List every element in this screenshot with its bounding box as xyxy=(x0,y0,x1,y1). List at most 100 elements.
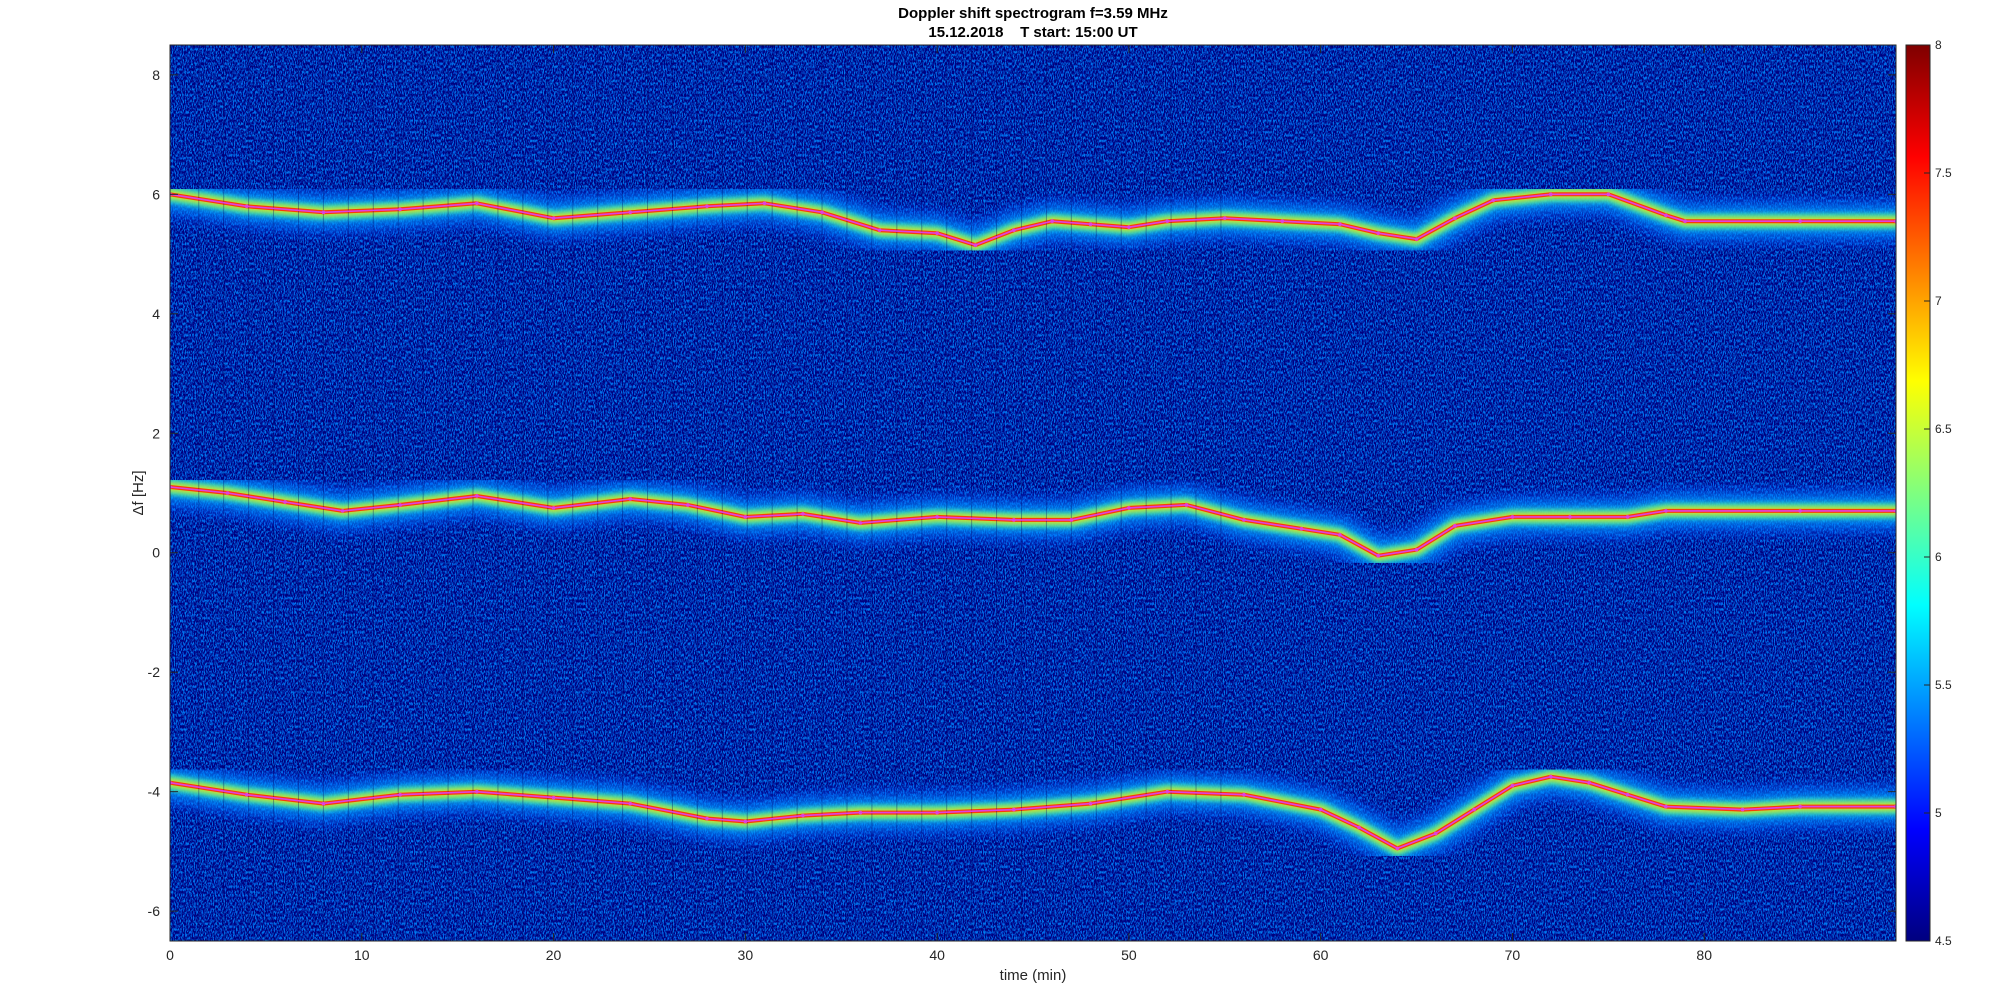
trace-point xyxy=(743,515,748,519)
y-tick-label: 6 xyxy=(152,186,160,202)
trace-point xyxy=(1798,219,1802,224)
trace-point xyxy=(1127,225,1131,229)
colorbar-tick-label: 8 xyxy=(1935,38,1942,52)
trace-point xyxy=(1242,792,1246,797)
trace-point xyxy=(858,810,863,815)
trace-point xyxy=(1414,547,1419,552)
colorbar-tick-label: 7.5 xyxy=(1935,166,1952,180)
trace-point xyxy=(1510,783,1515,788)
x-tick-label: 80 xyxy=(1696,947,1712,963)
trace-point xyxy=(1472,807,1476,812)
trace-point xyxy=(283,500,287,504)
trace-point xyxy=(935,810,939,815)
x-tick-label: 40 xyxy=(929,947,945,963)
trace-point xyxy=(1510,515,1515,519)
y-tick-label: 0 xyxy=(152,545,160,561)
trace-point xyxy=(686,503,690,507)
trace-point xyxy=(1165,789,1170,794)
trace-point xyxy=(1664,213,1668,218)
trace-point xyxy=(398,503,402,507)
colorbar-tick-label: 4.5 xyxy=(1935,934,1952,948)
trace-point xyxy=(1012,228,1016,232)
trace-point xyxy=(1012,807,1016,812)
trace-point xyxy=(398,792,402,797)
trace-point xyxy=(551,506,556,510)
trace-point xyxy=(628,497,633,501)
colorbar-tick-label: 7 xyxy=(1935,294,1942,308)
colorbar-tick-label: 6.5 xyxy=(1935,422,1952,436)
trace-point xyxy=(1491,198,1496,203)
trace-point xyxy=(1433,831,1438,836)
trace-point xyxy=(1740,807,1745,812)
y-tick-label: 2 xyxy=(152,425,160,441)
y-tick-label: -2 xyxy=(148,664,161,680)
trace-point xyxy=(628,210,633,215)
colorbar: 4.5 5 5.5 6 6.5 7 7.5 8 xyxy=(1905,38,1952,948)
y-tick-label: 4 xyxy=(152,306,160,322)
trace-point xyxy=(1088,801,1093,806)
trace-point xyxy=(1549,192,1553,197)
x-tick-label: 0 xyxy=(166,947,174,963)
trace-point xyxy=(628,801,633,806)
trace-point xyxy=(973,243,978,247)
trace-point xyxy=(398,207,402,212)
x-axis-label: time (min) xyxy=(1000,967,1067,984)
trace-point xyxy=(1280,219,1285,224)
trace-point xyxy=(340,509,345,513)
doppler-traces xyxy=(170,192,1896,851)
x-tick-label: 20 xyxy=(546,947,562,963)
trace-point xyxy=(1318,807,1323,812)
trace-point xyxy=(1549,774,1553,779)
trace-point xyxy=(762,201,767,206)
trace-point xyxy=(1338,533,1342,537)
x-tick-label: 10 xyxy=(354,947,370,963)
trace-point xyxy=(1357,825,1361,830)
y-tick-label: -6 xyxy=(148,903,161,919)
trace-point xyxy=(1395,846,1400,851)
trace-point xyxy=(244,792,249,797)
trace-point xyxy=(1299,527,1304,531)
trace-point xyxy=(1453,216,1457,221)
trace-point xyxy=(1165,219,1170,224)
trace-point xyxy=(1376,231,1380,235)
trace-point xyxy=(1012,518,1016,522)
x-axis: 0 10 20 30 40 50 60 70 80 xyxy=(166,45,1712,963)
trace-point xyxy=(820,210,824,215)
trace-point xyxy=(801,512,805,516)
colorbar-tick-label: 5 xyxy=(1935,806,1942,820)
trace-point xyxy=(1625,515,1630,519)
trace-point xyxy=(705,816,709,821)
trace-point xyxy=(321,801,326,806)
plot-frame xyxy=(169,44,1897,942)
trace-point xyxy=(1453,524,1457,528)
colorbar-bar xyxy=(1905,44,1931,942)
trace-point xyxy=(1664,804,1668,809)
trace-point xyxy=(705,204,709,209)
trace-point xyxy=(1222,216,1227,221)
y-axis-label: Δf [Hz] xyxy=(130,470,147,515)
trace-point xyxy=(1606,192,1611,197)
chart-title: Doppler shift spectrogram f=3.59 MHz xyxy=(898,5,1168,22)
trace-point xyxy=(475,201,479,206)
trace-point xyxy=(1069,518,1074,522)
trace-point xyxy=(877,228,882,232)
trace-point xyxy=(858,521,863,525)
trace-point xyxy=(244,204,249,209)
trace-point xyxy=(1338,222,1342,226)
trace-point xyxy=(1376,553,1380,558)
trace-point xyxy=(1587,780,1591,785)
trace-point xyxy=(935,515,939,519)
trace-point xyxy=(1798,509,1802,513)
trace-point xyxy=(475,494,479,498)
x-tick-label: 60 xyxy=(1313,947,1329,963)
trace-point xyxy=(1798,804,1802,809)
trace-point xyxy=(1414,237,1419,241)
trace-point xyxy=(1242,518,1246,522)
trace-point xyxy=(1050,219,1054,224)
trace-point xyxy=(935,231,939,235)
x-tick-label: 30 xyxy=(738,947,754,963)
colorbar-tick-label: 5.5 xyxy=(1935,678,1952,692)
trace-point xyxy=(1088,222,1093,226)
colorbar-tick-label: 6 xyxy=(1935,550,1942,564)
